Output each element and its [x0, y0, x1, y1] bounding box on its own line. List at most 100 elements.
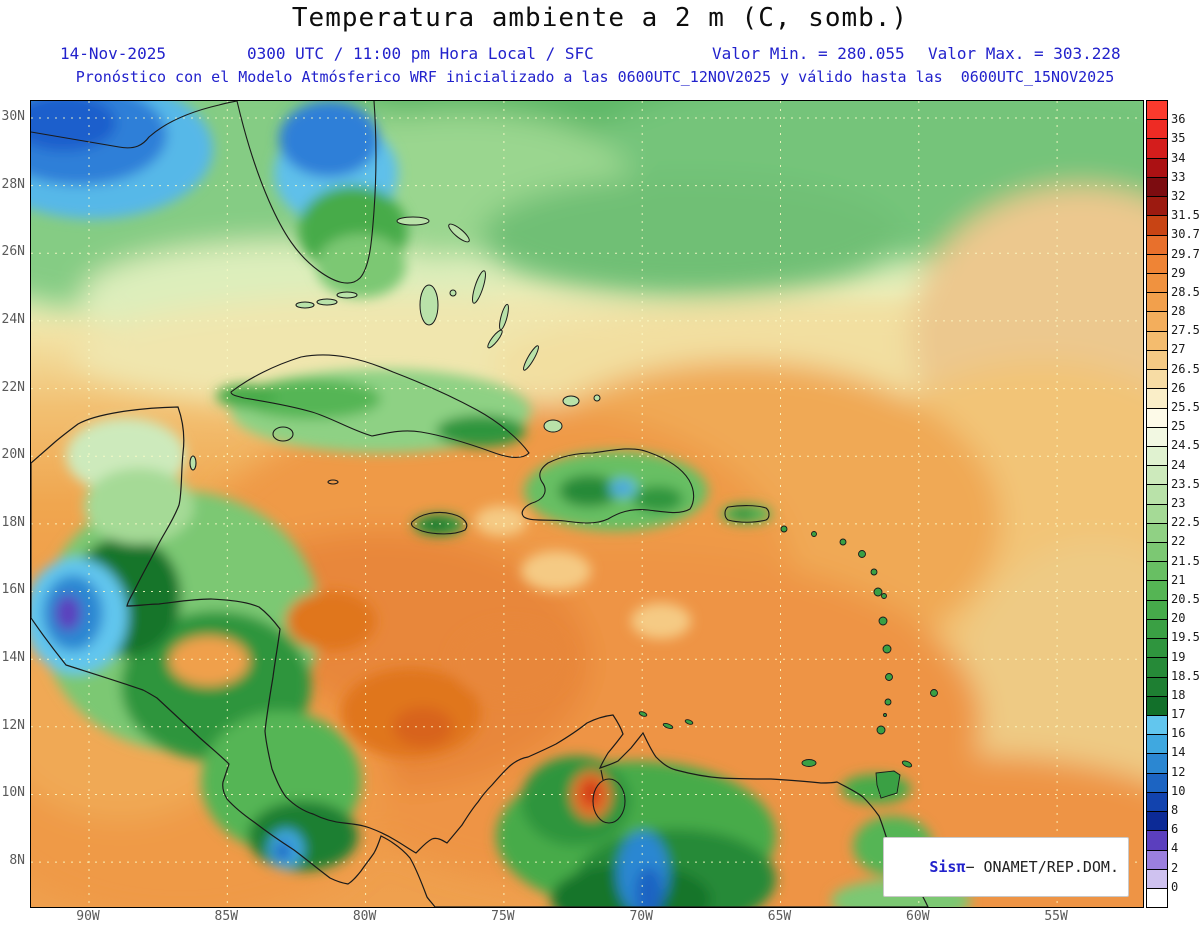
forecast-subtitle: Pronóstico con el Modelo Atmósferico WRF…: [75, 68, 1115, 86]
colorbar-cell: [1147, 349, 1167, 370]
colorbar-tick-label: 24: [1171, 457, 1186, 472]
colorbar-cell: [1147, 330, 1167, 350]
colorbar-cell: [1147, 215, 1167, 235]
lat-tick-label: 24N: [1, 311, 25, 327]
coastlines: [31, 101, 938, 907]
colorbar-tick-label: 18.5: [1171, 668, 1200, 683]
lon-tick-label: 80W: [352, 909, 377, 924]
coast-gulf-florida: [31, 101, 377, 284]
colorbar-cell: [1147, 138, 1167, 158]
lon-tick-label: 75W: [491, 909, 515, 924]
colorbar-tick-label: 4: [1171, 841, 1179, 856]
lat-tick-label: 8N: [9, 853, 25, 869]
colorbar-cell: [1147, 830, 1167, 850]
watermark-brand: Sisπ: [929, 858, 966, 876]
colorbar-cell: [1147, 272, 1167, 293]
colorbar-cell: [1147, 157, 1167, 177]
colorbar-tick-label: 28.5: [1171, 284, 1200, 299]
colorbar-tick-label: 24.5: [1171, 438, 1200, 453]
lon-tick-label: 70W: [629, 909, 653, 924]
lat-tick-label: 18N: [1, 514, 25, 530]
colorbar-tick-label: 17: [1171, 707, 1186, 722]
colorbar-cell: [1147, 465, 1167, 485]
lat-tick-label: 28N: [1, 176, 25, 192]
lon-tick-label: 85W: [214, 909, 239, 924]
colorbar-tick-label: 25: [1171, 419, 1186, 434]
colorbar-tick-label: 27: [1171, 342, 1186, 357]
temperature-field-map: [31, 101, 1143, 907]
colorbar-cell: [1147, 542, 1167, 562]
colorbar-tick-label: 2: [1171, 860, 1179, 875]
colorbar-tick-label: 20.5: [1171, 591, 1200, 606]
colorbar-tick-label: 22: [1171, 534, 1186, 549]
colorbar-cell: [1147, 253, 1167, 273]
colorbar-tick-label: 18: [1171, 687, 1186, 702]
lake-maracaibo: [592, 778, 626, 824]
colorbar-cell: [1147, 753, 1167, 773]
colorbar-tick-label: 14: [1171, 745, 1186, 760]
map-frame: Sisπ− ONAMET/REP.DOM.: [30, 100, 1144, 908]
graticule: [31, 101, 1143, 907]
colorbar-cell: [1147, 561, 1167, 581]
colorbar-cell: [1147, 715, 1167, 735]
valid-time: 0300 UTC / 11:00 pm Hora Local / SFC: [247, 44, 594, 63]
colorbar-cell: [1147, 599, 1167, 619]
lon-tick-label: 65W: [767, 909, 792, 924]
colorbar-cell: [1147, 119, 1167, 139]
lat-tick-label: 22N: [1, 379, 25, 395]
colorbar-tick-label: 29: [1171, 265, 1186, 280]
colorbar-cell: [1147, 484, 1167, 504]
colorbar-tick-label: 19: [1171, 649, 1186, 664]
colorbar-tick-label: 29.7: [1171, 246, 1200, 261]
lat-tick-label: 20N: [1, 447, 25, 463]
colorbar-cell: [1147, 791, 1167, 812]
colorbar-tick-label: 25.5: [1171, 400, 1200, 415]
colorbar-tick-label: 23.5: [1171, 476, 1200, 491]
colorbar-tick-label: 22.5: [1171, 515, 1200, 530]
colorbar-cell: [1147, 638, 1167, 658]
field-local-features: [31, 101, 971, 907]
colorbar-tick-label: 27.5: [1171, 323, 1200, 338]
colorbar-cell: [1147, 772, 1167, 792]
lon-tick-label: 60W: [906, 909, 930, 924]
colorbar-cell: [1147, 618, 1167, 639]
colorbar-cell: [1147, 176, 1167, 197]
colorbar-tick-label: 19.5: [1171, 630, 1200, 645]
florida-keys: [295, 301, 315, 309]
colorbar-cell: [1147, 369, 1167, 389]
cayman: [327, 479, 339, 485]
valid-date: 14-Nov-2025: [60, 44, 166, 63]
colorbar-cell: [1147, 849, 1167, 869]
colorbar-cell: [1147, 426, 1167, 446]
colorbar-cell: [1147, 734, 1167, 754]
lat-axis: 30N 28N 26N 24N 22N 20N 18N 16N 14N 12N 10N 8N: [0, 100, 28, 906]
lon-tick-label: 90W: [76, 909, 100, 924]
lat-tick-label: 16N: [1, 582, 25, 598]
colorbar-tick-label: 26.5: [1171, 361, 1200, 376]
coast-mainland: [31, 406, 929, 907]
colorbar-cell: [1147, 445, 1167, 466]
colorbar-cell: [1147, 196, 1167, 216]
colorbar-cell: [1147, 811, 1167, 831]
colorbar-tick-label: 28: [1171, 304, 1186, 319]
colorbar-tick-label: 33: [1171, 169, 1186, 184]
colorbar-tick-label: 0: [1171, 879, 1179, 894]
value-min-label: Valor Min. = 280.055: [712, 44, 905, 63]
florida-keys: [316, 298, 338, 306]
florida-keys: [336, 291, 358, 299]
colorbar-tick-label: 10: [1171, 783, 1186, 798]
bahamas-islands: [396, 216, 601, 433]
colorbar-cell: [1147, 580, 1167, 600]
colorbar-tick-label: 34: [1171, 150, 1186, 165]
colorbar-cell: [1147, 522, 1167, 543]
colorbar-tick-label: 31.5: [1171, 208, 1200, 223]
colorbar-tick-label: 21.5: [1171, 553, 1200, 568]
colorbar-cell: [1147, 388, 1167, 408]
lesser-antilles: [638, 525, 938, 799]
colorbar-tick-label: 8: [1171, 803, 1179, 818]
lat-tick-label: 30N: [1, 109, 25, 124]
colorbar-cell: [1147, 311, 1167, 331]
colorbar-cell: [1147, 868, 1167, 888]
cozumel: [189, 455, 197, 471]
watermark: Sisπ− ONAMET/REP.DOM.: [883, 837, 1129, 897]
